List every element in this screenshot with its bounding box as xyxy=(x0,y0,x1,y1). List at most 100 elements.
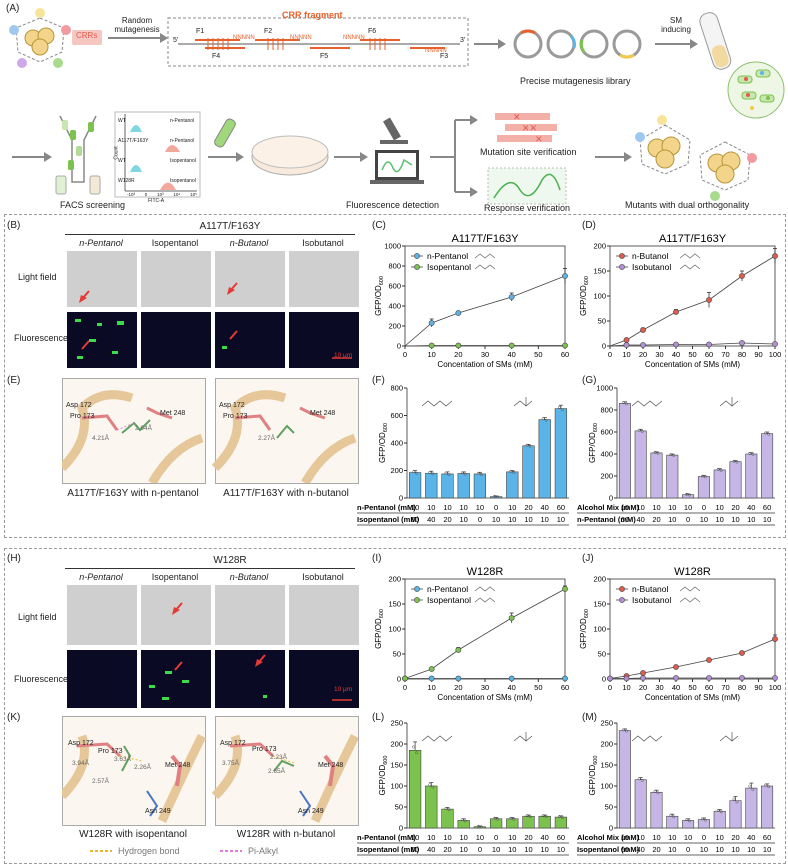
bar xyxy=(761,785,774,829)
row-value: 10 xyxy=(508,515,516,524)
replicate-dot xyxy=(476,824,480,828)
y-tick-label: 0 xyxy=(602,342,606,351)
y-tick-label: 200 xyxy=(388,322,401,331)
bar xyxy=(538,815,551,829)
row-value: 60 xyxy=(557,503,565,512)
facs-screening-label: FACS screening xyxy=(60,200,126,210)
bar xyxy=(729,800,742,829)
replicate-dot xyxy=(716,467,720,471)
replicate-dot xyxy=(751,788,755,792)
x-tick-label: 40 xyxy=(672,683,680,692)
x-tick-label: 30 xyxy=(655,350,663,359)
k-right-dist2: 2.23Å xyxy=(270,754,287,761)
facs-row-4-right: Isopentanol xyxy=(170,178,196,184)
molecule-glyph xyxy=(679,253,701,259)
bar xyxy=(697,476,710,499)
k-left-asn249: Asn 249 xyxy=(145,808,171,815)
bar xyxy=(650,452,663,499)
panel-h-overlay xyxy=(149,602,352,701)
data-point xyxy=(455,342,462,349)
bar xyxy=(408,472,422,499)
replicate-dot xyxy=(735,460,739,464)
bar xyxy=(729,461,742,499)
y-tick-label: 800 xyxy=(388,262,401,271)
row-value: 10 xyxy=(700,515,708,524)
bar xyxy=(473,826,487,829)
x-tick-label: 20 xyxy=(639,350,647,359)
replicate-dot xyxy=(544,418,548,422)
y-axis-label: GFP/OD600 xyxy=(579,276,590,316)
legend-label: n-Butanol xyxy=(632,584,668,594)
replicate-dot xyxy=(719,810,723,814)
y-tick-label: 0 xyxy=(602,675,606,684)
x-tick-label: 90 xyxy=(754,683,762,692)
replicate-dot xyxy=(656,791,660,795)
bar xyxy=(441,473,454,499)
replicate-dot xyxy=(493,494,497,498)
y-tick-label: 400 xyxy=(388,302,401,311)
data-point xyxy=(428,666,435,672)
legend-pi-alkyl: Pi-Alkyl xyxy=(248,846,279,856)
replicate-dot xyxy=(748,784,752,788)
row-value: 10 xyxy=(652,833,660,842)
data-point xyxy=(673,664,679,670)
row-value: 10 xyxy=(508,833,516,842)
row-value: 10 xyxy=(492,515,500,524)
row-value: 10 xyxy=(411,503,419,512)
replicate-dot xyxy=(703,818,707,822)
row-value: 10 xyxy=(476,503,484,512)
bar xyxy=(408,749,422,829)
row-value: 0 xyxy=(702,833,706,842)
replicate-dot xyxy=(560,816,564,819)
y-tick-label: 100 xyxy=(593,625,606,634)
x-tick-label: 80 xyxy=(738,350,746,359)
panel-label-f: (F) xyxy=(372,375,385,386)
data-point xyxy=(428,320,435,326)
replicate-dot xyxy=(621,401,625,405)
data-point xyxy=(706,297,712,303)
row-value: 10 xyxy=(427,833,435,842)
k-right-dist3: 2.65Å xyxy=(268,768,285,775)
molecule-glyph xyxy=(631,400,663,407)
replicate-dot xyxy=(640,429,644,433)
y-tick-label: 250 xyxy=(390,719,403,728)
svg-text:✕✕: ✕✕ xyxy=(522,123,537,133)
data-point xyxy=(673,309,679,315)
data-point xyxy=(508,294,515,300)
row-label: Alcohol Mix (mM) xyxy=(577,503,640,512)
row-value: 20 xyxy=(731,503,739,512)
x-tick-label: 20 xyxy=(454,350,462,359)
row-value: 10 xyxy=(668,503,676,512)
primer-f4: F4 xyxy=(212,53,221,60)
data-point xyxy=(455,647,462,653)
data-point xyxy=(455,310,462,316)
replicate-dot xyxy=(669,813,673,817)
facs-tick: 0 xyxy=(144,192,148,197)
legend-label: n-Pentanol xyxy=(427,584,468,594)
replicate-dot xyxy=(525,443,529,447)
y-tick-label: 600 xyxy=(390,411,403,420)
replicate-dot xyxy=(463,819,467,823)
replicate-dot xyxy=(700,817,704,821)
chart-d: A117T/F163Y 0 10 20 30 40 50 60 70 80 90 100 0 50 100 1… xyxy=(579,233,781,369)
facs-tick: -10³ xyxy=(127,192,136,197)
chart-title: A117T/F163Y xyxy=(451,233,519,245)
row-value: 40 xyxy=(637,515,645,524)
row-value: 10 xyxy=(460,515,468,524)
row-value: 10 xyxy=(763,845,771,854)
row-value: 10 xyxy=(747,515,755,524)
x-tick-label: 0 xyxy=(608,683,612,692)
data-point xyxy=(673,675,679,681)
y-tick-label: 150 xyxy=(388,600,401,609)
replicate-dot xyxy=(431,472,435,476)
legend-label: Isobutanol xyxy=(632,262,671,272)
molecule-glyph xyxy=(474,586,496,592)
row-value: 10 xyxy=(652,503,660,512)
legend-marker xyxy=(414,264,420,270)
data-point xyxy=(706,657,712,663)
y-tick-label: 200 xyxy=(600,740,613,749)
y-tick-label: 0 xyxy=(609,824,613,833)
molecule-glyph xyxy=(474,264,496,270)
panel-h-title: W128R xyxy=(213,555,247,566)
